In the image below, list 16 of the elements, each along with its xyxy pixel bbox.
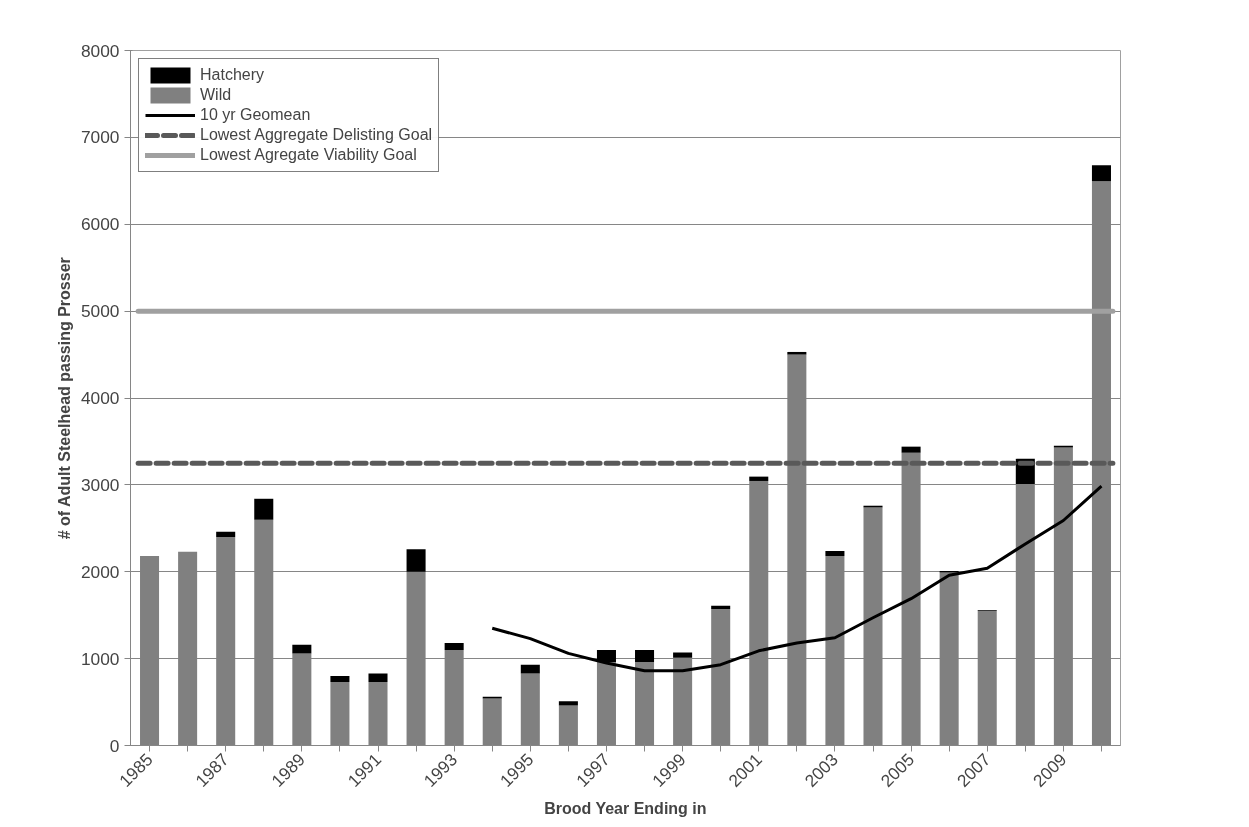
y-tick-label: 1000 (80, 648, 120, 669)
x-axis-title: Brood Year Ending in (544, 800, 707, 818)
y-tick-label: 4000 (80, 388, 120, 408)
y-tick-label: 8000 (80, 40, 120, 61)
y-tick-label: 7000 (80, 127, 120, 148)
y-tick-label: 3000 (80, 474, 120, 495)
legend-label: Hatchery (200, 66, 265, 84)
y-tick-label: 2000 (80, 561, 120, 582)
y-tick-label: 0 (109, 735, 120, 756)
legend-label: Lowest Agregate Viability Goal (200, 146, 417, 164)
legend-label: Lowest Aggregate Delisting Goal (200, 126, 433, 144)
legend-label: Wild (200, 86, 232, 104)
legend-label: 10 yr Geomean (200, 106, 311, 124)
y-tick-label: 6000 (80, 214, 120, 235)
y-axis-title: # of Adult Steelhead passing Prosser (55, 257, 73, 540)
y-tick-label: 5000 (80, 301, 120, 322)
